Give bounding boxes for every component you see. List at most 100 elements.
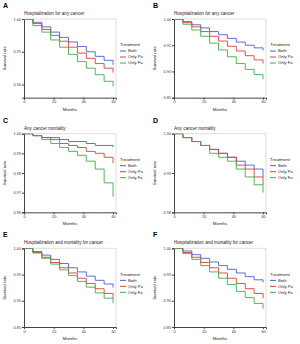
x-tick: 20 — [52, 327, 56, 334]
x-tick: 40 — [82, 212, 86, 219]
legend-swatch — [270, 292, 276, 293]
y-tick: 0.85 — [164, 96, 174, 100]
frame — [116, 248, 117, 327]
legend-label: Only Pa — [278, 169, 294, 174]
legend-swatch — [270, 63, 276, 64]
legend-label: Both — [128, 48, 137, 53]
x-axis-title: Months — [63, 107, 78, 112]
frame — [266, 248, 267, 327]
survival-line — [24, 248, 113, 303]
y-tick: 0.85 — [164, 326, 174, 330]
y-tick-label: 0.90 — [164, 70, 171, 74]
y-tick-label: 0.85 — [164, 326, 171, 330]
y-tick: 0.99 — [14, 152, 24, 156]
x-axis-line — [25, 328, 117, 330]
y-axis-line — [172, 20, 175, 99]
x-tick-label: 40 — [232, 100, 236, 104]
legend-label: Only Pa — [128, 54, 144, 59]
y-tick-label: 0.98 — [14, 172, 21, 176]
series-group — [174, 19, 263, 79]
y-tick-label: 0.95 — [164, 273, 171, 277]
x-tick-label: 40 — [232, 215, 236, 219]
y-tick-label: 0.95 — [14, 50, 21, 54]
x-tick-label: 40 — [232, 330, 236, 334]
x-tick-mark — [54, 212, 55, 214]
y-tick-label: 0.95 — [14, 273, 21, 277]
y-tick: 1.00 — [14, 18, 24, 22]
x-tick: 0 — [173, 212, 175, 219]
y-tick-mark — [172, 301, 174, 302]
y-tick-label: 0.90 — [14, 83, 21, 87]
legend-title: Treatment — [270, 42, 291, 47]
panel-label: A — [3, 2, 8, 9]
legend-title: Treatment — [120, 157, 141, 162]
plot-area: 02040600.960.970.980.991.00 — [14, 132, 117, 219]
x-tick-mark — [263, 327, 264, 329]
y-tick: 0.97 — [14, 191, 24, 195]
x-tick: 60 — [261, 212, 265, 219]
x-axis: 0204060 — [23, 98, 116, 105]
x-axis: 0204060 — [23, 327, 116, 334]
x-tick-mark — [83, 327, 84, 329]
x-tick-label: 20 — [202, 100, 206, 104]
legend-swatch — [120, 177, 126, 178]
x-tick-label: 60 — [111, 100, 115, 104]
legend-label: Only Pa — [278, 54, 294, 59]
x-tick-label: 60 — [261, 215, 265, 219]
y-tick-label: 0.90 — [164, 299, 171, 303]
panel-label: F — [153, 231, 158, 238]
y-tick-label: 0.99 — [164, 172, 171, 176]
y-axis: 0.850.900.951.00 — [14, 247, 25, 330]
x-tick: 20 — [202, 327, 206, 334]
legend-swatch — [120, 165, 126, 166]
survival-line — [24, 19, 113, 73]
x-tick-mark — [263, 98, 264, 100]
y-axis: 0.850.900.951.00 — [164, 18, 175, 101]
y-axis-line — [172, 249, 175, 328]
x-tick-label: 20 — [202, 330, 206, 334]
x-tick-label: 20 — [52, 215, 56, 219]
series-group — [174, 134, 263, 193]
legend-label: Only Pa — [128, 169, 144, 174]
frame — [174, 133, 266, 134]
y-tick-mark — [172, 173, 174, 174]
legend-label: Both — [278, 48, 287, 53]
y-axis-title: Survival rate — [152, 46, 157, 71]
legend-label: Only Fa — [278, 60, 293, 65]
x-axis: 0 20 40 60 — [173, 98, 266, 105]
y-tick: 0.90 — [14, 299, 24, 303]
legend-swatch — [270, 165, 276, 166]
y-tick-mark — [172, 275, 174, 276]
x-tick: 0 — [23, 98, 25, 105]
x-tick: 0 — [23, 212, 25, 219]
x-axis-title: Months — [213, 336, 228, 341]
x-tick-mark — [113, 327, 114, 329]
series-group — [24, 248, 113, 303]
survival-line — [174, 248, 263, 308]
frame — [174, 19, 266, 20]
y-tick-label: 1.00 — [164, 132, 171, 136]
legend-title: Treatment — [270, 157, 291, 162]
series-group — [24, 134, 113, 197]
x-axis-line — [175, 328, 267, 330]
y-tick: 0.99 — [164, 172, 174, 176]
frame — [266, 19, 267, 98]
plot-area: 02040600.980.991.00 — [164, 132, 267, 219]
y-tick-label: 0.99 — [14, 152, 21, 156]
y-axis-line — [172, 134, 175, 213]
legend-swatch — [120, 171, 126, 172]
y-axis-line — [22, 134, 25, 213]
x-tick-label: 20 — [52, 100, 56, 104]
y-tick: 0.90 — [164, 299, 174, 303]
x-tick-label: 0 — [173, 100, 175, 104]
panel-label: E — [3, 231, 8, 238]
x-tick-mark — [233, 327, 234, 329]
y-tick: 0.85 — [14, 326, 24, 330]
x-tick: 60 — [261, 98, 265, 105]
x-axis-title: Months — [213, 221, 228, 226]
y-tick-mark — [22, 52, 24, 53]
panel: AHospitalization for any cancer02040600.… — [2, 2, 144, 112]
y-tick: 0.90 — [164, 70, 174, 74]
x-tick: 40 — [82, 327, 86, 334]
x-tick: 0 — [173, 98, 175, 105]
